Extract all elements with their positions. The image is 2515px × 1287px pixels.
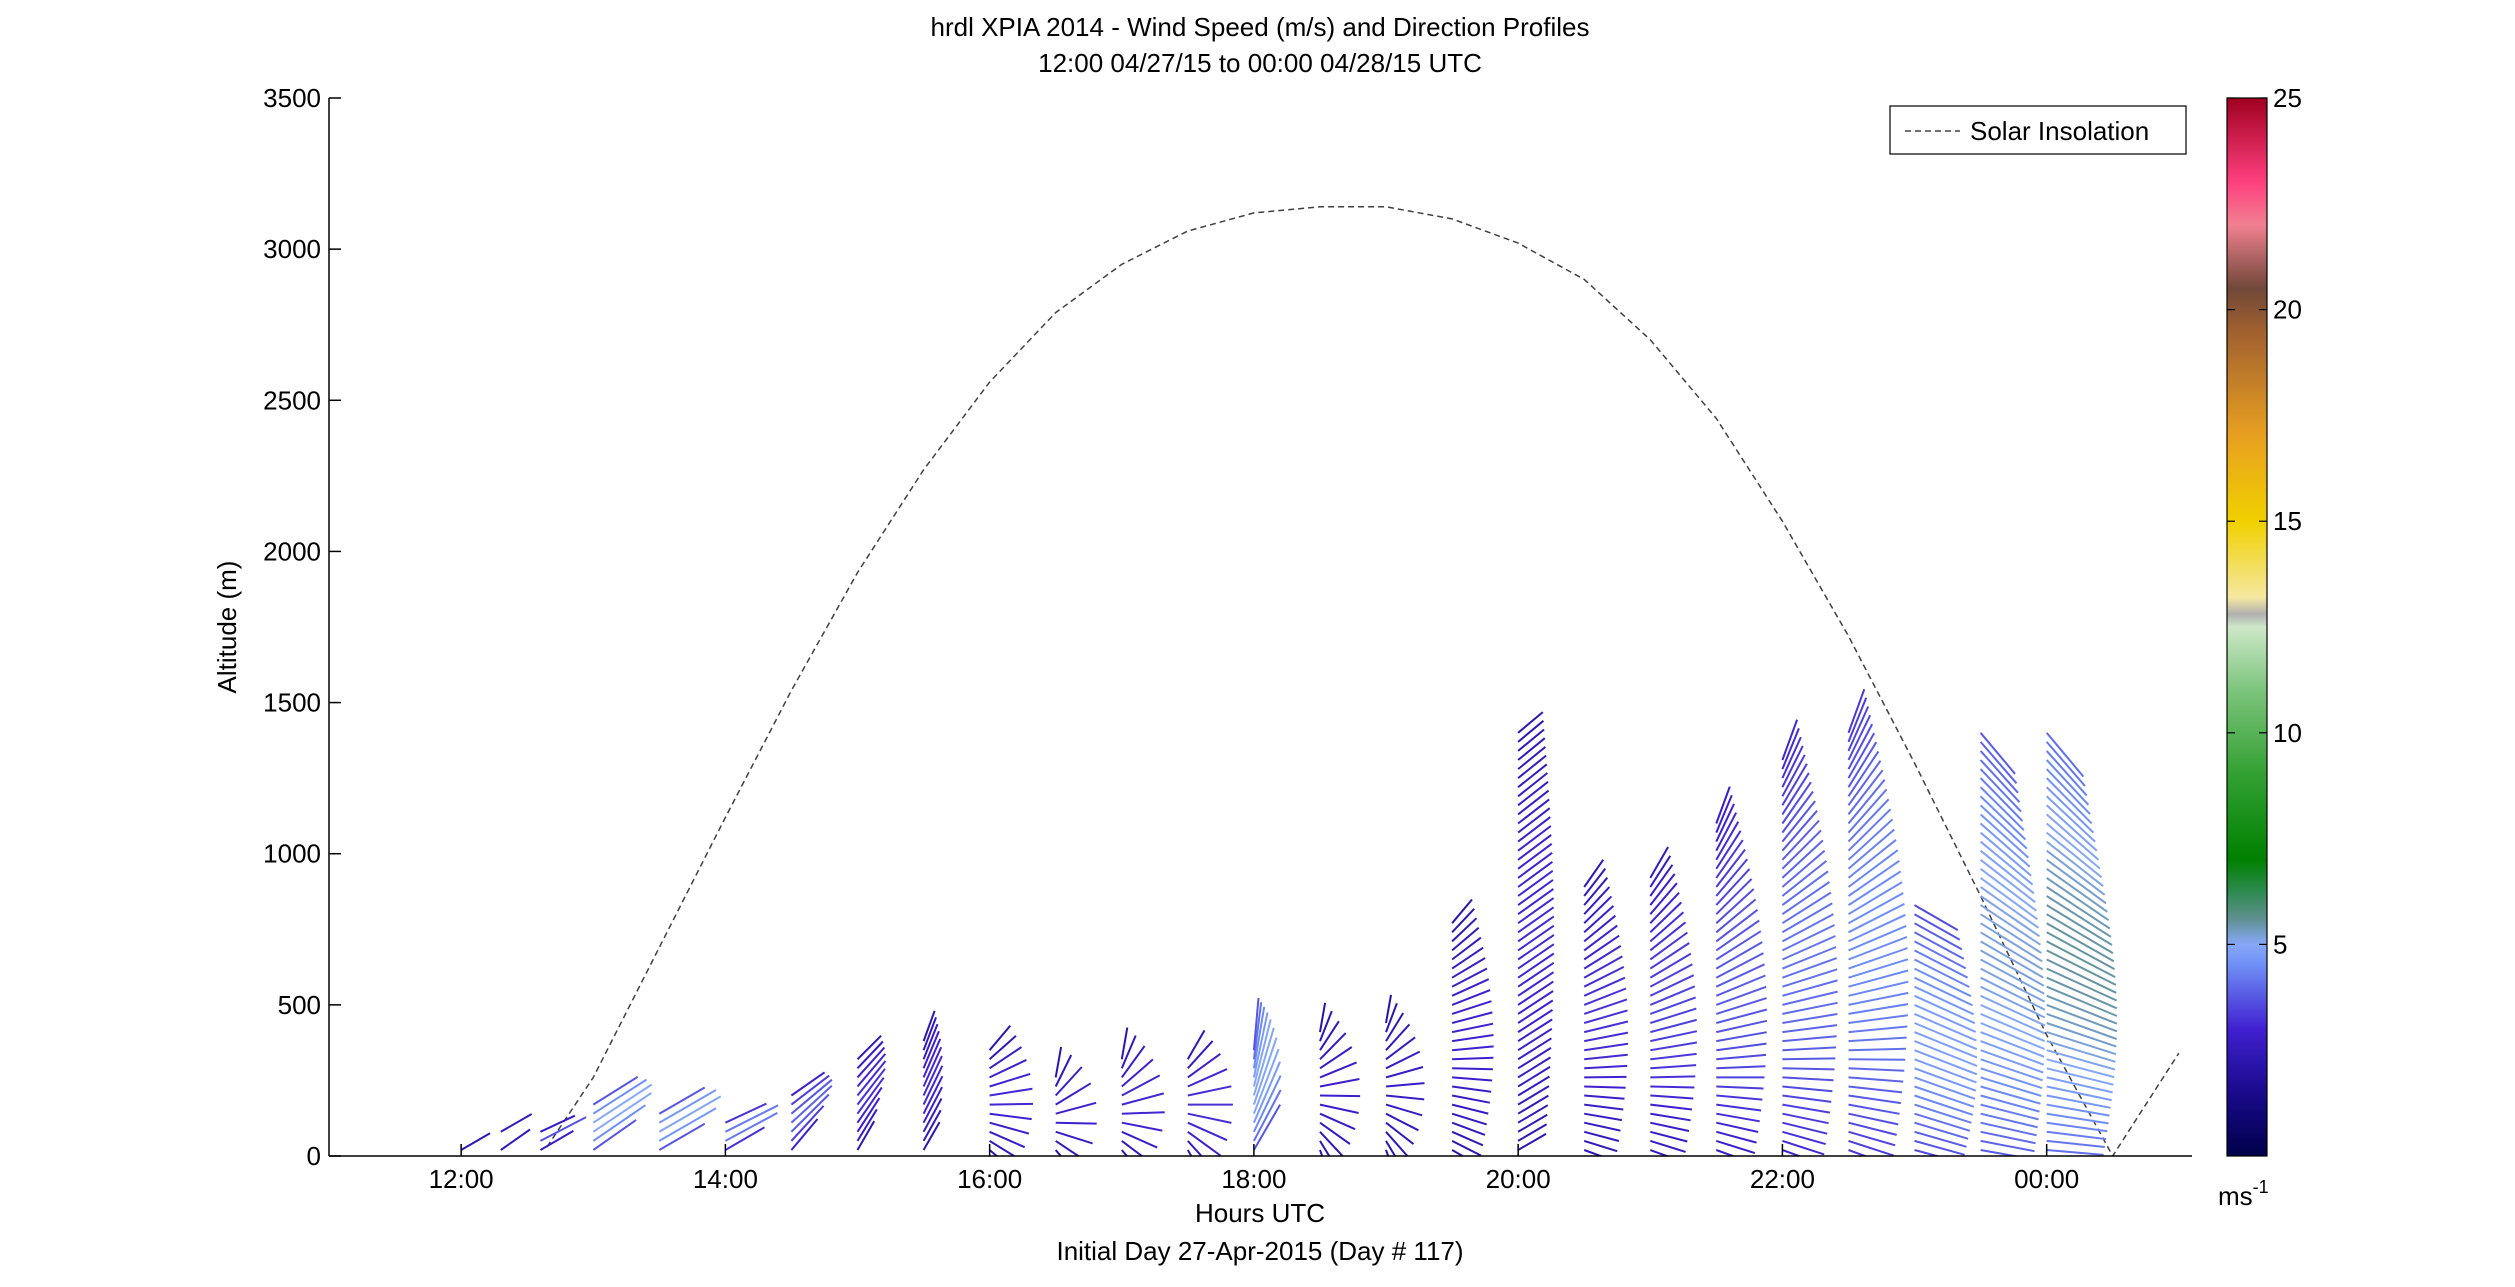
wind-segment — [1452, 1068, 1493, 1069]
x-tick-label: 00:00 — [2014, 1164, 2079, 1194]
colorbar-unit-exponent: -1 — [2253, 1177, 2269, 1197]
x-tick-label: 18:00 — [1221, 1164, 1286, 1194]
colorbar-gradient — [2227, 98, 2267, 1156]
colorbar: 5 10 15 20 25 ms-1 — [2218, 83, 2302, 1211]
x-tick-label: 16:00 — [957, 1164, 1022, 1194]
y-tick-label: 0 — [307, 1141, 321, 1171]
x-tick-label: 14:00 — [693, 1164, 758, 1194]
y-tick-label: 2000 — [263, 536, 321, 566]
y-tick-label: 1000 — [263, 839, 321, 869]
wind-segment — [1320, 1096, 1360, 1097]
wind-segment — [1584, 1087, 1625, 1088]
x-axis-secondary-label: Initial Day 27-Apr-2015 (Day # 117) — [1056, 1236, 1463, 1266]
colorbar-unit: ms — [2218, 1181, 2253, 1211]
y-tick-label: 2500 — [263, 385, 321, 415]
y-axis-label: Altitude (m) — [212, 561, 242, 694]
colorbar-tick-label: 10 — [2273, 718, 2302, 748]
wind-segment — [1650, 1087, 1694, 1088]
wind-segment — [1056, 1123, 1097, 1124]
colorbar-tick-label: 5 — [2273, 929, 2287, 959]
x-tick-label: 12:00 — [429, 1164, 494, 1194]
wind-segment — [1650, 1076, 1695, 1077]
colorbar-tick-label: 20 — [2273, 295, 2302, 325]
colorbar-tick-label: 15 — [2273, 506, 2302, 536]
chart-subtitle: 12:00 04/27/15 to 00:00 04/28/15 UTC — [1038, 48, 1482, 78]
legend-label: Solar Insolation — [1970, 116, 2149, 146]
wind-segment — [1782, 1058, 1835, 1059]
x-tick-label: 20:00 — [1486, 1164, 1551, 1194]
x-axis-label: Hours UTC — [1195, 1198, 1325, 1228]
y-tick-label: 3000 — [263, 234, 321, 264]
wind-segment — [990, 1104, 1033, 1105]
chart-title: hrdl XPIA 2014 - Wind Speed (m/s) and Di… — [931, 12, 1590, 42]
y-tick-label: 1500 — [263, 688, 321, 718]
x-tick-label: 22:00 — [1750, 1164, 1815, 1194]
wind-segment — [1782, 1068, 1834, 1069]
y-tick-label: 3500 — [263, 83, 321, 113]
colorbar-tick-label: 25 — [2273, 83, 2302, 113]
legend: Solar Insolation — [1890, 106, 2186, 154]
y-tick-label: 500 — [278, 990, 321, 1020]
wind-segment — [1584, 1077, 1626, 1078]
plot-area — [329, 98, 2192, 1156]
colorbar-unit-label: ms-1 — [2218, 1177, 2269, 1211]
